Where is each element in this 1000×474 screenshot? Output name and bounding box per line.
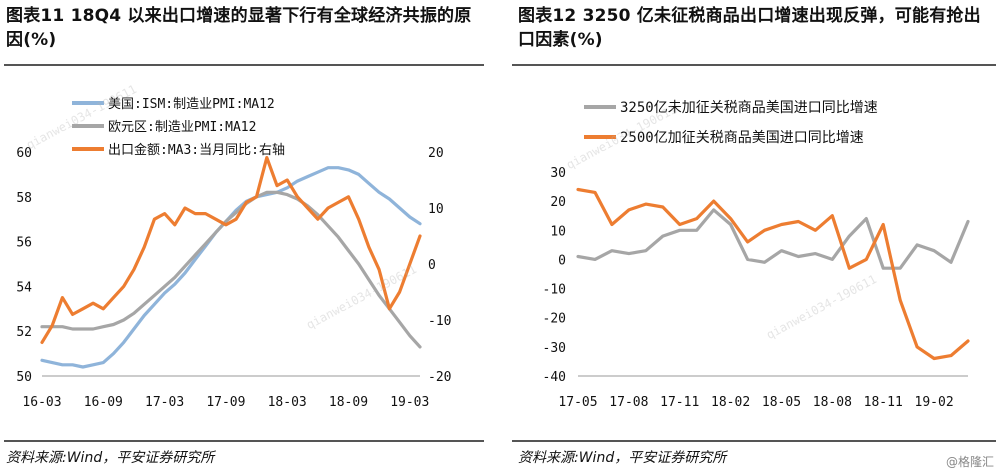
left-figure-panel: 图表11 18Q4 以来出口增速的显著下行有全球经济共振的原因(%) 50 52 5…	[0, 0, 488, 474]
x-tick-label: 19-02	[915, 395, 954, 410]
x-tick-label: 16-09	[84, 395, 123, 410]
x-tick-label: 18-11	[864, 395, 903, 410]
y-tick-label: -10	[543, 283, 566, 298]
y-tick-label: 10	[550, 224, 566, 239]
y-tick-label: -20	[543, 312, 566, 327]
left-source-note: 资料来源:Wind，平安证券研究所	[6, 450, 215, 466]
left-y-tick-label: 60	[16, 146, 32, 161]
series-line-2	[40, 155, 422, 344]
left-figure-title: 图表11 18Q4 以来出口增速的显著下行有全球经济共振的原因(%)	[6, 6, 472, 50]
x-tick-label: 17-05	[558, 395, 597, 410]
legend-entry: 3250亿未加征关税商品美国进口同比增速	[620, 100, 878, 116]
series-line-0	[576, 208, 970, 270]
left-line-chart: 50 52 54 56 58 60 -20 -10 0 10 20 16-03 16-09 17-03 17…	[16, 97, 451, 410]
right-bottom-rule	[512, 440, 996, 442]
x-tick-label: 17-11	[660, 395, 699, 410]
right-line-chart: -40 -30 -20 -10 0 10 20 30 17-05 17-08 17-11 18-02 1…	[543, 100, 970, 410]
y-tick-label: -30	[543, 341, 566, 356]
right-source-note: 资料来源:Wind，平安证券研究所	[518, 450, 727, 466]
series-line-0	[40, 166, 422, 369]
left-bottom-rule	[4, 440, 484, 442]
x-tick-label: 18-08	[813, 395, 852, 410]
legend-entry: 欧元区:制造业PMI:MA12	[108, 120, 256, 135]
left-y-tick-label: 58	[16, 191, 32, 206]
credit-label: @格隆汇	[945, 455, 994, 469]
panel-divider	[496, 0, 497, 474]
x-tick-label: 19-03	[390, 395, 429, 410]
right-y-tick-label: 10	[428, 202, 444, 217]
x-tick-label: 18-02	[711, 395, 750, 410]
left-y-tick-label: 56	[16, 236, 32, 251]
x-tick-label: 17-03	[145, 395, 184, 410]
right-figure-title: 图表12 3250 亿未征税商品出口增速出现反弹，可能有抢出口因素(%)	[518, 6, 981, 50]
right-y-tick-label: -20	[428, 370, 451, 385]
legend-entry: 2500亿加征关税商品美国进口同比增速	[620, 130, 864, 146]
right-y-tick-label: 20	[428, 146, 444, 161]
x-tick-label: 18-09	[329, 395, 368, 410]
right-y-tick-label: 0	[428, 258, 436, 273]
x-tick-label: 18-03	[268, 395, 307, 410]
y-tick-label: 30	[550, 166, 566, 181]
y-tick-label: 20	[550, 195, 566, 210]
right-title-rule	[512, 64, 996, 66]
right-y-tick-label: -10	[428, 314, 451, 329]
y-tick-label: -40	[543, 370, 566, 385]
x-tick-label: 16-03	[22, 395, 61, 410]
left-y-tick-label: 54	[16, 280, 32, 295]
series-line-1	[576, 187, 970, 361]
x-tick-label: 18-05	[762, 395, 801, 410]
x-tick-label: 17-09	[206, 395, 245, 410]
left-y-tick-label: 50	[16, 370, 32, 385]
legend-entry: 出口金额:MA3:当月同比:右轴	[108, 142, 285, 158]
left-title-rule	[4, 64, 484, 66]
left-y-tick-label: 52	[16, 325, 32, 340]
series-line-1	[40, 190, 422, 349]
y-tick-label: 0	[558, 253, 566, 268]
legend-entry: 美国:ISM:制造业PMI:MA12	[108, 97, 275, 112]
x-tick-label: 17-08	[609, 395, 648, 410]
right-figure-panel: 图表12 3250 亿未征税商品出口增速出现反弹，可能有抢出口因素(%) -40…	[508, 0, 1000, 474]
